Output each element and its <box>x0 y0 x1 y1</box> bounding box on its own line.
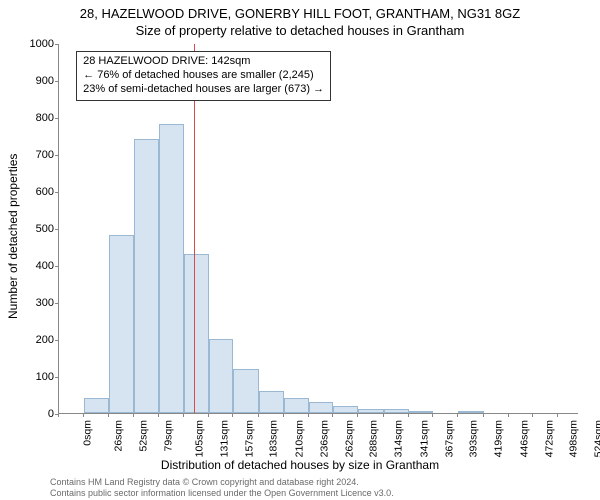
ytick-label: 800 <box>14 112 54 124</box>
ytick-label: 400 <box>14 260 54 272</box>
page-title: 28, HAZELWOOD DRIVE, GONERBY HILL FOOT, … <box>0 0 600 21</box>
xtick-label: 0sqm <box>82 420 94 446</box>
ytick-label: 100 <box>14 371 54 383</box>
xtick-label: 498sqm <box>568 420 580 457</box>
histogram-bar <box>358 409 384 413</box>
histogram-bar <box>409 411 434 413</box>
ytick-label: 900 <box>14 75 54 87</box>
histogram-bar <box>333 406 358 413</box>
histogram-bar <box>458 411 484 413</box>
page-subtitle: Size of property relative to detached ho… <box>0 21 600 38</box>
histogram-bar <box>134 139 159 413</box>
ytick-label: 700 <box>14 149 54 161</box>
xtick-label: 79sqm <box>163 420 175 452</box>
footer-line1: Contains HM Land Registry data © Crown c… <box>50 477 394 487</box>
y-axis-label: Number of detached properties <box>6 154 20 319</box>
histogram-bar <box>284 398 309 413</box>
annotation-line1: 28 HAZELWOOD DRIVE: 142sqm <box>83 55 324 69</box>
xtick-label: 393sqm <box>468 420 480 457</box>
xtick-label: 472sqm <box>543 420 555 457</box>
ytick-label: 500 <box>14 223 54 235</box>
x-axis-label: Distribution of detached houses by size … <box>0 458 600 472</box>
histogram-bar <box>109 235 135 413</box>
footer-line2: Contains public sector information licen… <box>50 488 394 498</box>
xtick-label: 524sqm <box>592 420 600 457</box>
annotation-line3: 23% of semi-detached houses are larger (… <box>83 83 324 97</box>
histogram-bar <box>159 124 184 413</box>
xtick-label: 367sqm <box>443 420 455 457</box>
xtick-label: 236sqm <box>318 420 330 457</box>
xtick-label: 210sqm <box>293 420 305 457</box>
xtick-label: 419sqm <box>492 420 504 457</box>
histogram-bar <box>384 409 409 413</box>
xtick-label: 314sqm <box>392 420 404 457</box>
ytick-label: 600 <box>14 186 54 198</box>
histogram-bar <box>233 369 259 413</box>
xtick-label: 183sqm <box>268 420 280 457</box>
annotation-line2: ← 76% of detached houses are smaller (2,… <box>83 69 324 83</box>
histogram-bar <box>259 391 284 413</box>
histogram-bar <box>84 398 109 413</box>
xtick-label: 157sqm <box>243 420 255 457</box>
ytick-label: 200 <box>14 334 54 346</box>
footer-attribution: Contains HM Land Registry data © Crown c… <box>50 477 394 498</box>
xtick-label: 26sqm <box>112 420 124 452</box>
xtick-label: 262sqm <box>343 420 355 457</box>
xtick-label: 52sqm <box>137 420 149 452</box>
histogram-bar <box>309 402 334 413</box>
annotation-box: 28 HAZELWOOD DRIVE: 142sqm ← 76% of deta… <box>76 51 331 100</box>
histogram-plot: 28 HAZELWOOD DRIVE: 142sqm ← 76% of deta… <box>58 44 578 414</box>
xtick-label: 341sqm <box>418 420 430 457</box>
xtick-label: 131sqm <box>218 420 230 457</box>
xtick-label: 446sqm <box>518 420 530 457</box>
ytick-label: 0 <box>14 408 54 420</box>
histogram-bar <box>209 339 234 413</box>
ytick-label: 300 <box>14 297 54 309</box>
xtick-label: 105sqm <box>193 420 205 457</box>
xtick-label: 288sqm <box>368 420 380 457</box>
ytick-label: 1000 <box>14 38 54 50</box>
histogram-bar <box>184 254 209 413</box>
